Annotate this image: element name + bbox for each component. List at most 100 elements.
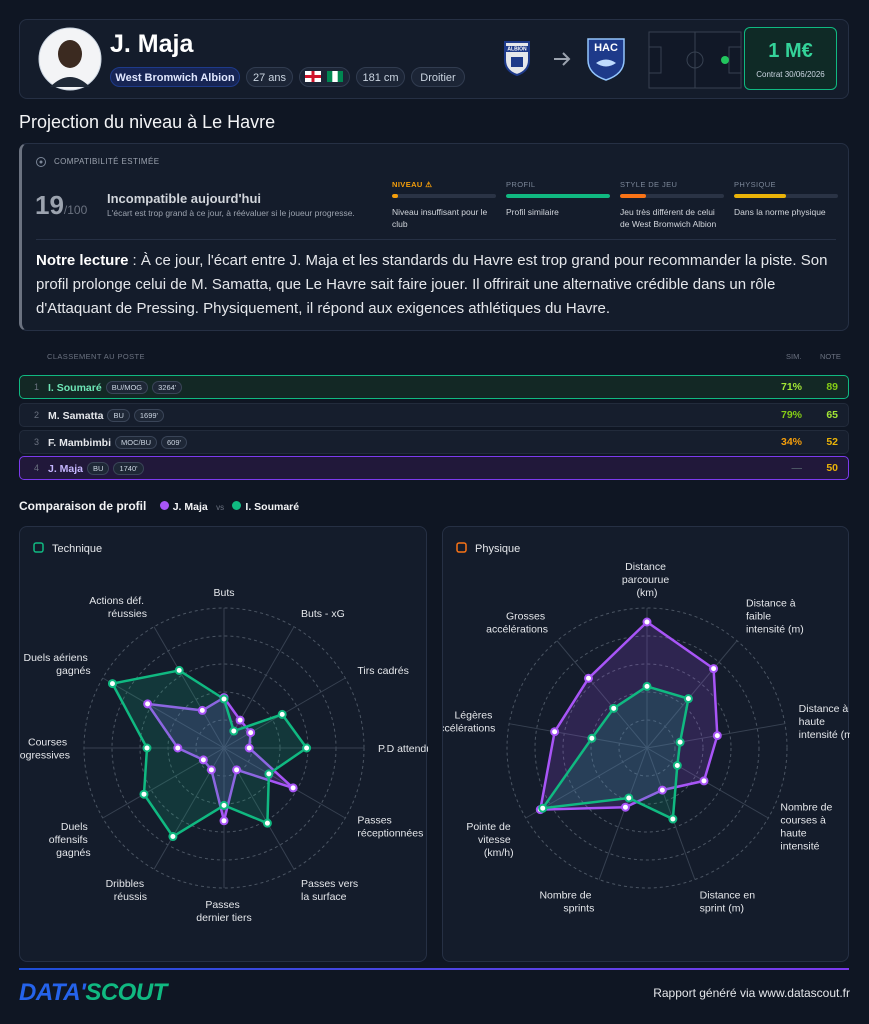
player-cell: J. Maja BU 1740' [48, 462, 144, 475]
age-pill: 27 ans [246, 67, 293, 87]
spoke [509, 723, 648, 749]
note: 50 [826, 462, 838, 474]
ring [562, 663, 732, 833]
axis-label: P.D attendues [378, 743, 428, 755]
radar-chart: Physique Distance parcourue (km) Distance … [433, 542, 856, 915]
rank: 2 [34, 410, 40, 420]
player-cell: M. Samatta BU 1699' [48, 409, 164, 422]
comparison-header: Comparaison de profil J. Maja vs I. Soum… [19, 499, 299, 513]
player-cell: I. Soumaré BU/MOG 3264' [48, 381, 183, 394]
title-icon [33, 542, 44, 553]
legend-vs: vs [216, 503, 225, 512]
ring [506, 607, 788, 889]
spoke [598, 747, 648, 880]
series-point [246, 728, 256, 738]
club-pill: West Bromwich Albion [110, 67, 240, 87]
foot-pill: Droitier [411, 67, 465, 87]
legend-swatch [232, 501, 242, 510]
axis-label: Légères accélérations [443, 709, 495, 734]
note: 52 [826, 436, 838, 448]
player-name: J. Maja [48, 463, 84, 475]
series-point [277, 709, 287, 719]
chart-title: Technique [52, 543, 102, 555]
similarity: 34% [780, 436, 802, 448]
contract: Contrat 30/06/2026 [756, 70, 825, 79]
radar-card: Physique Distance parcourue (km) Distance … [433, 526, 856, 962]
ranking-row: 1 I. Soumaré BU/MOG 3264' 71% 89 [19, 375, 849, 399]
series-point [302, 743, 312, 753]
position-tag: BU/MOG [105, 381, 149, 394]
series-point [672, 761, 682, 770]
position-tag: BU [107, 409, 130, 422]
series-point [587, 733, 597, 743]
criterion: NIVEAU ⚠ Niveau insuffisant pour le club [392, 180, 496, 230]
axis-label: Tirs cadrés [357, 665, 409, 677]
rank: 1 [34, 382, 40, 392]
series-point [168, 832, 178, 842]
series-point [288, 783, 298, 793]
series-point [550, 727, 560, 737]
comparison-title: Comparaison de profil [19, 499, 147, 513]
series-point [235, 715, 245, 725]
minutes: 609' [161, 436, 187, 449]
flags [304, 71, 343, 82]
compat-label: COMPATIBILITÉ ESTIMÉE [54, 157, 160, 166]
criterion: STYLE DE JEU Jeu très différent de celui … [620, 180, 724, 230]
verdict-note: L'écart est trop grand à ce jour, à réév… [107, 208, 355, 218]
radar-chart: Technique Buts Buts - xG Tirs cadrés P.D att… [10, 542, 443, 924]
axis-label: Grosses accélérations [486, 610, 548, 635]
series-point [107, 679, 117, 689]
spoke [646, 747, 696, 880]
series-point [675, 737, 685, 747]
series-point [219, 816, 229, 826]
criterion-fill [620, 194, 646, 198]
compat-icon [36, 157, 46, 167]
note: 65 [826, 409, 838, 421]
spoke [223, 747, 346, 819]
position-pitch [648, 31, 742, 89]
series-point [609, 703, 619, 713]
series-point [173, 743, 183, 753]
criterion-track [506, 194, 610, 198]
series-point [232, 765, 242, 775]
axis-label: Passes dernier tiers [196, 899, 251, 924]
axis-label: Buts [213, 587, 234, 599]
spoke [102, 677, 225, 749]
reading: Notre lecture: À ce jour, l'écart entre … [36, 249, 836, 321]
series-point [709, 664, 719, 674]
chart-title: Physique [475, 543, 520, 555]
criterion-label: PROFIL [506, 180, 536, 189]
series-point [139, 789, 149, 799]
legend-entry: J. Maja [172, 501, 208, 513]
series-point [219, 694, 229, 704]
series-point [683, 694, 693, 704]
position-tag: MOC/BU [115, 436, 158, 449]
axis-label: Buts - xG [301, 608, 345, 620]
player-name: M. Samatta [48, 410, 104, 422]
ranking-row: 3 F. Mambimbi MOC/BU 609' 34% 52 [19, 430, 849, 454]
criterion-text: Dans la norme physique [734, 207, 826, 217]
series-point [584, 673, 594, 683]
score: 19/100 [35, 190, 87, 221]
ranking-row: 4 J. Maja BU 1740' — 50 [19, 456, 849, 480]
series-point [712, 731, 722, 741]
from-club-logo: ALBION [504, 41, 530, 76]
series-point [642, 681, 652, 691]
nationality-pill [299, 67, 350, 87]
height-pill: 181 cm [356, 67, 405, 87]
ranking-col-note: NOTE [820, 352, 841, 361]
series-point [699, 776, 709, 786]
series-point [642, 617, 652, 627]
player-name: I. Soumaré [48, 382, 102, 394]
axis-label: Dribbles réussis [106, 878, 147, 903]
axis-label: Nombre de sprints [539, 890, 594, 915]
player-name: F. Mambimbi [48, 437, 112, 449]
axis-label: Pointe de vitesse (km/h) [466, 821, 513, 859]
radar-card: Technique Buts Buts - xG Tirs cadrés P.D att… [10, 526, 443, 962]
series-area [538, 620, 719, 811]
rank: 3 [34, 437, 40, 447]
axis-label: Duels offensifs gagnés [49, 821, 91, 859]
ring [618, 719, 676, 777]
criterion-text: Jeu très différent de celui de West Brom… [620, 207, 717, 229]
player-name: J. Maja [110, 30, 194, 58]
